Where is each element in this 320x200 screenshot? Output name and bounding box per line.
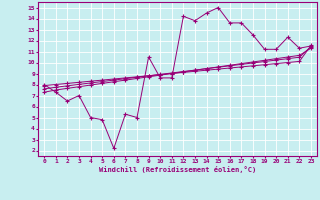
X-axis label: Windchill (Refroidissement éolien,°C): Windchill (Refroidissement éolien,°C) [99,166,256,173]
